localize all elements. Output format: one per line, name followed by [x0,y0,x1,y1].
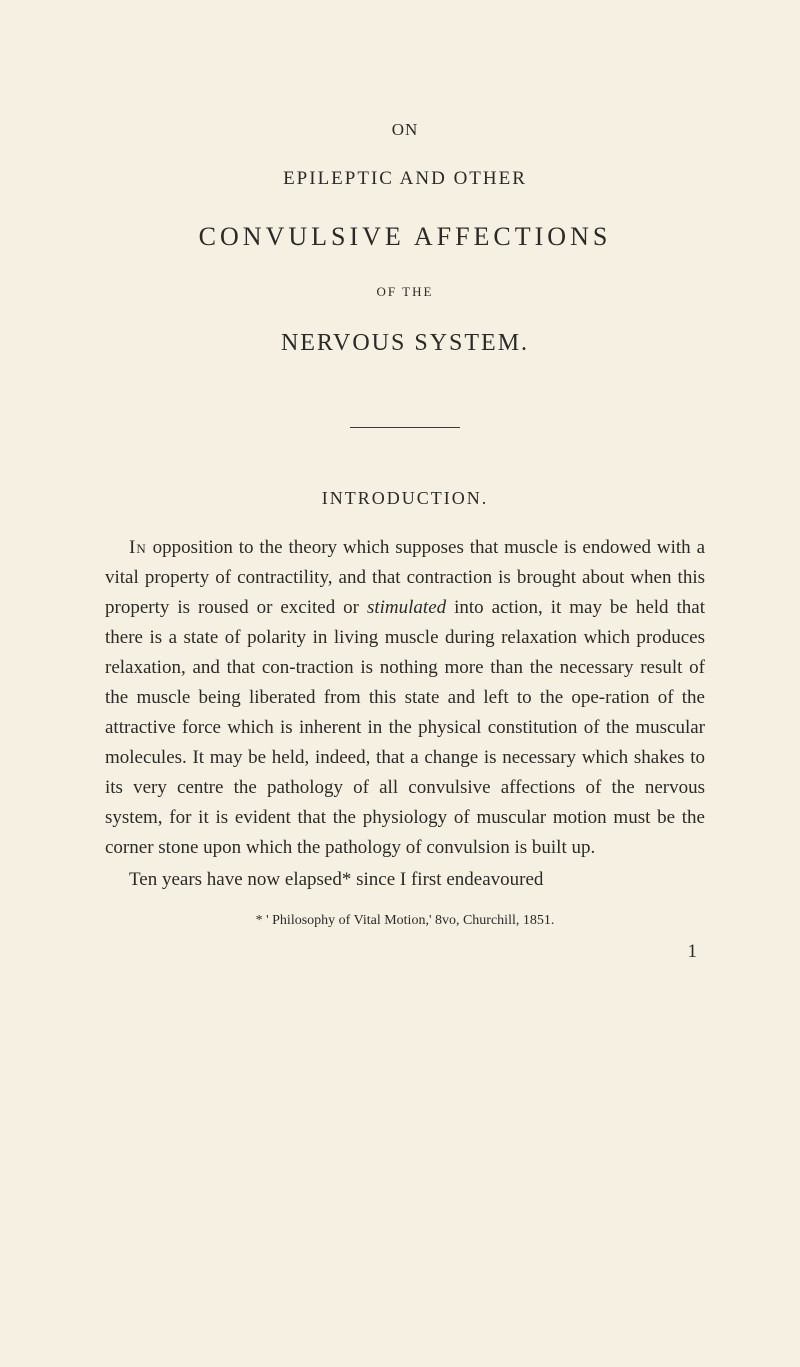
paragraph-1-italic: stimulated [367,597,446,618]
page-number: 1 [105,941,705,963]
paragraph-1: In opposition to the theory which suppos… [105,533,705,863]
paragraph-2: Ten years have now elapsed* since I firs… [105,865,705,895]
paragraph-1-lead: In [129,537,147,558]
heading-ofthe: OF THE [105,284,705,300]
section-introduction-heading: INTRODUCTION. [105,488,705,509]
footnote: * ' Philosophy of Vital Motion,' 8vo, Ch… [105,913,705,929]
heading-on: ON [105,120,705,140]
heading-nervous-system: NERVOUS SYSTEM. [105,330,705,357]
heading-epileptic: EPILEPTIC AND OTHER [105,168,705,190]
heading-main-title: CONVULSIVE AFFECTIONS [105,222,705,252]
paragraph-1-body-b: into action, it may be held that there i… [105,597,705,858]
section-divider [350,427,460,428]
